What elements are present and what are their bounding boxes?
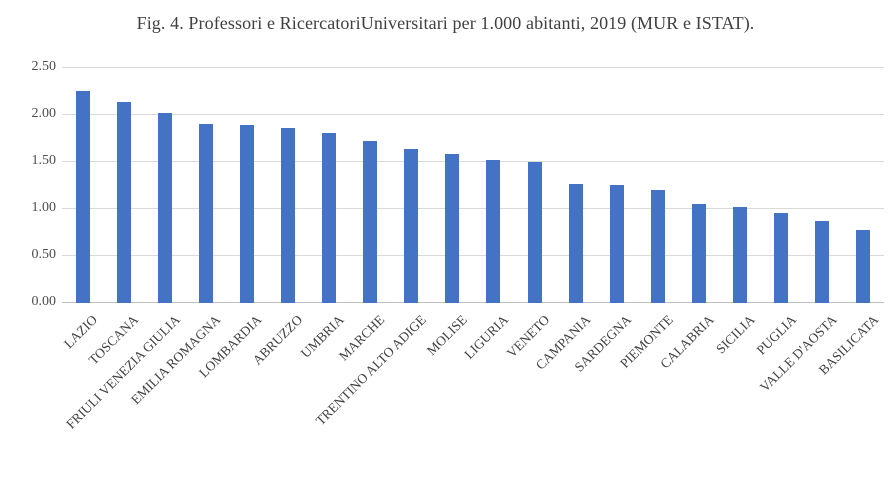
- bar: [691, 204, 706, 303]
- bar: [445, 153, 460, 303]
- bar: [157, 113, 172, 303]
- x-axis-line: [62, 302, 884, 303]
- bar-slot: [802, 68, 843, 303]
- bar-slot: [185, 68, 226, 303]
- bar-slot: [637, 68, 678, 303]
- bar: [486, 160, 501, 303]
- bar-slot: [103, 68, 144, 303]
- bar: [650, 190, 665, 303]
- x-axis-label: SICILIA: [713, 312, 758, 357]
- bar: [527, 162, 542, 303]
- gridline: [62, 208, 884, 209]
- gridline: [62, 255, 884, 256]
- bar-slot: [62, 68, 103, 303]
- bar-slot: [309, 68, 350, 303]
- bar-slot: [720, 68, 761, 303]
- bar: [322, 132, 337, 303]
- bar-slot: [596, 68, 637, 303]
- bar-slot: [267, 68, 308, 303]
- chart-title: Fig. 4. Professori e RicercatoriUniversi…: [136, 13, 755, 33]
- bar: [363, 141, 378, 303]
- gridline: [62, 67, 884, 68]
- bar-series: [62, 68, 884, 303]
- bar: [281, 128, 296, 303]
- bar: [568, 183, 583, 303]
- gridline: [62, 161, 884, 162]
- plot-area: [62, 67, 884, 303]
- bar-slot: [432, 68, 473, 303]
- bar: [815, 221, 830, 303]
- bar: [609, 184, 624, 303]
- bar-slot: [555, 68, 596, 303]
- bar-slot: [473, 68, 514, 303]
- bar: [856, 229, 871, 303]
- x-axis-label: LIGURIA: [461, 312, 512, 362]
- bar: [116, 101, 131, 303]
- bar: [774, 212, 789, 303]
- y-axis-label: 1.50: [31, 153, 57, 168]
- y-axis-label: 0.50: [31, 247, 57, 262]
- bar-slot: [144, 68, 185, 303]
- bar-slot: [761, 68, 802, 303]
- bar-slot: [678, 68, 719, 303]
- gridline: [62, 114, 884, 115]
- y-axis-label: 2.00: [31, 106, 57, 121]
- y-axis-label: 1.00: [31, 200, 57, 215]
- bar: [75, 90, 90, 303]
- bar-slot: [350, 68, 391, 303]
- y-axis-label: 2.50: [31, 59, 57, 74]
- bar-slot: [514, 68, 555, 303]
- bar: [404, 148, 419, 303]
- bar-slot: [391, 68, 432, 303]
- bar: [198, 124, 213, 303]
- bar: [733, 207, 748, 303]
- bar-slot: [226, 68, 267, 303]
- bar-slot: [843, 68, 884, 303]
- bar: [239, 125, 254, 303]
- y-axis-label: 0.00: [31, 294, 57, 309]
